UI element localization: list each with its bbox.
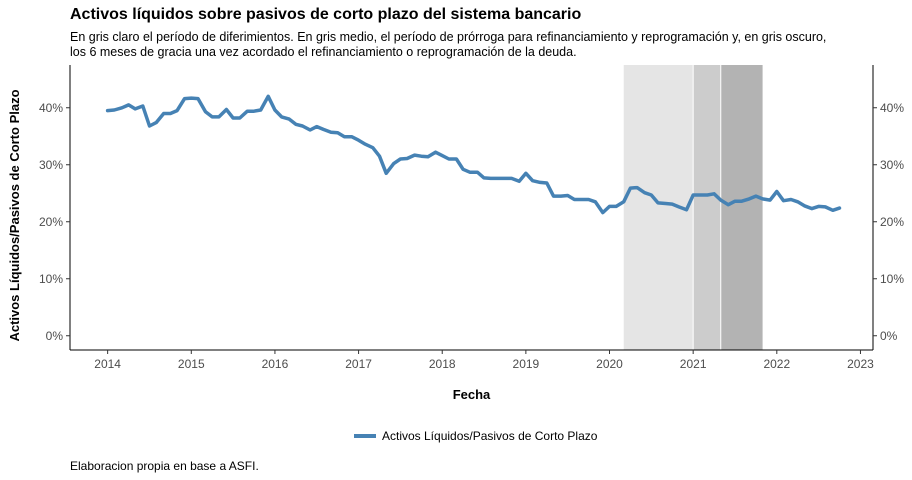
x-tick-label-2016: 2016	[262, 357, 289, 371]
x-tick-label-2021: 2021	[680, 357, 707, 371]
legend-label-series-1: Activos Líquidos/Pasivos de Corto Plazo	[382, 429, 598, 443]
y-tick-label-right-40: 40%	[880, 101, 904, 115]
shaded-period-3	[720, 65, 763, 350]
chart-subtitle: En gris claro el período de diferimiento…	[70, 30, 900, 60]
y-tick-label-right-20: 20%	[880, 215, 904, 229]
chart-subtitle-line-1: En gris claro el período de diferimiento…	[70, 30, 827, 44]
x-tick-label-2017: 2017	[345, 357, 372, 371]
y-tick-label-left-30: 30%	[39, 158, 63, 172]
y-tick-label-left-0: 0%	[46, 329, 64, 343]
chart-title: Activos líquidos sobre pasivos de corto …	[70, 6, 582, 23]
y-tick-label-left-10: 10%	[39, 272, 63, 286]
y-tick-label-right-0: 0%	[880, 329, 898, 343]
x-axis-title: Fecha	[453, 387, 491, 402]
y-tick-label-left-20: 20%	[39, 215, 63, 229]
x-tick-label-2022: 2022	[763, 357, 790, 371]
x-tick-label-2019: 2019	[513, 357, 540, 371]
x-tick-label-2023: 2023	[847, 357, 874, 371]
x-tick-label-2015: 2015	[178, 357, 205, 371]
chart-caption: Elaboracion propia en base a ASFI.	[70, 459, 259, 473]
y-tick-label-right-30: 30%	[880, 158, 904, 172]
chart-subtitle-line-2: los 6 meses de gracia una vez acordado e…	[70, 45, 577, 59]
x-tick-label-2014: 2014	[94, 357, 121, 371]
y-tick-label-left-40: 40%	[39, 101, 63, 115]
x-tick-label-2018: 2018	[429, 357, 456, 371]
y-axis-title: Activos Líquidos/Pasivos de Corto Plazo	[7, 89, 22, 341]
series-line-1	[105, 94, 842, 215]
x-tick-label-2020: 2020	[596, 357, 623, 371]
y-tick-label-right-10: 10%	[880, 272, 904, 286]
shaded-period-2	[693, 65, 721, 350]
